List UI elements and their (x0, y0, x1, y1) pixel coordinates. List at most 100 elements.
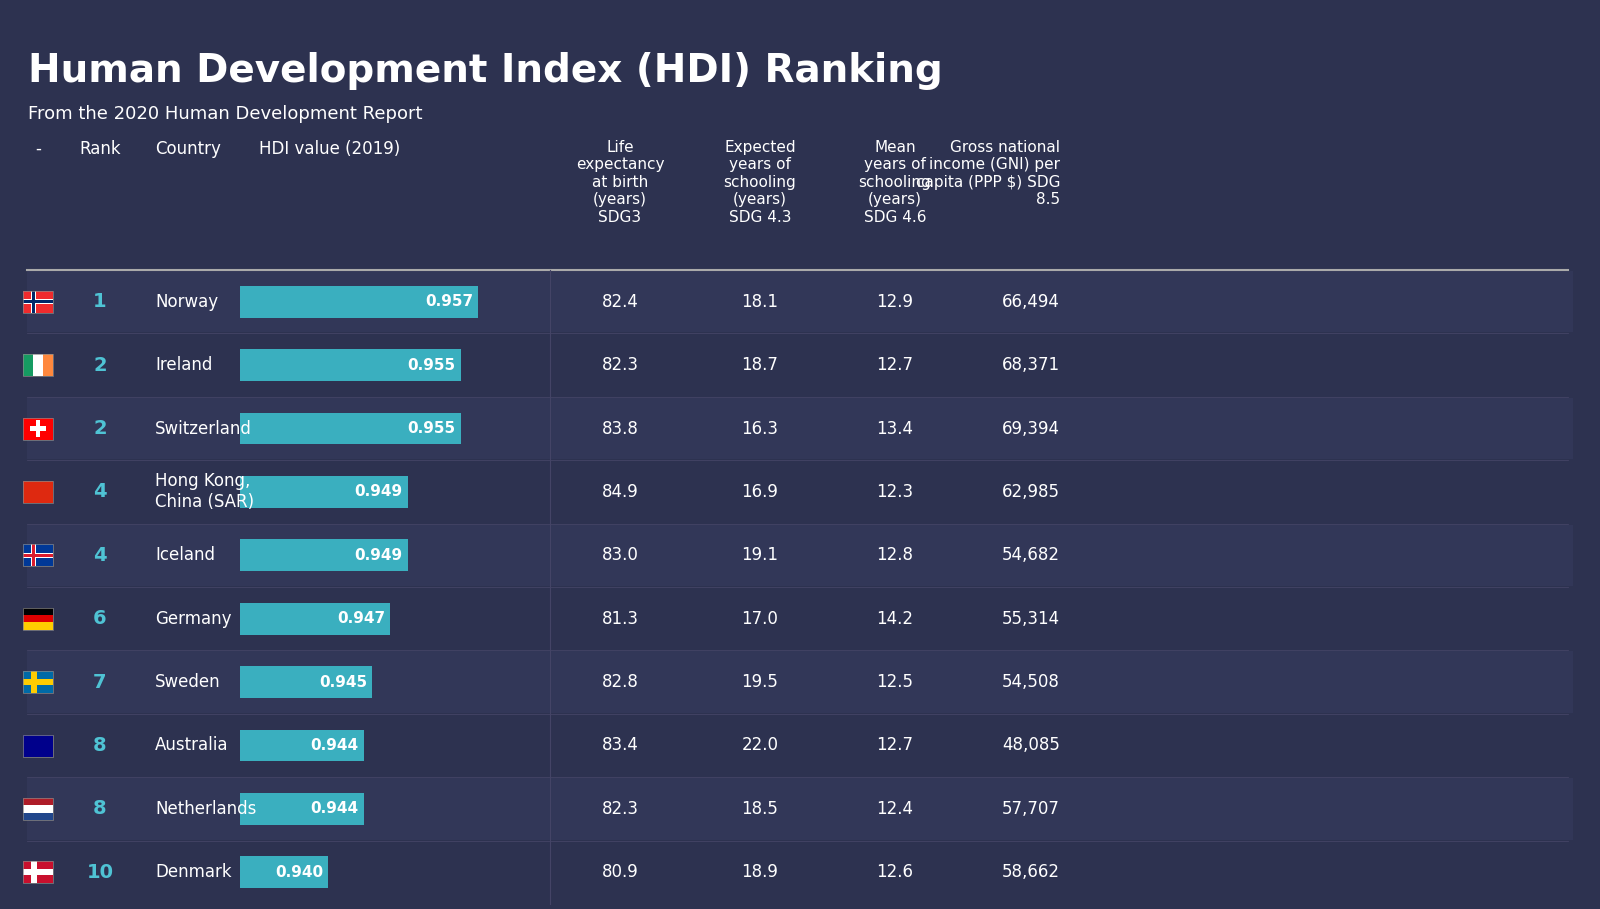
Text: 12.6: 12.6 (877, 864, 914, 882)
Text: 12.8: 12.8 (877, 546, 914, 564)
Text: 0.947: 0.947 (338, 611, 386, 626)
Bar (34, 355, 43, 376)
Bar (27, 714, 1573, 776)
Bar (27, 652, 1573, 713)
Bar (22, 291, 53, 313)
Text: 83.0: 83.0 (602, 546, 638, 564)
Bar (30, 291, 35, 313)
Text: 14.2: 14.2 (877, 610, 914, 628)
Text: HDI value (2019): HDI value (2019) (259, 140, 400, 158)
Text: Iceland: Iceland (155, 546, 214, 564)
Bar (27, 335, 1573, 395)
Text: 80.9: 80.9 (602, 864, 638, 882)
Bar (240, 349, 461, 381)
Text: 6: 6 (93, 609, 107, 628)
Text: Hong Kong,
China (SAR): Hong Kong, China (SAR) (155, 473, 254, 511)
Bar (22, 671, 53, 693)
Text: 19.5: 19.5 (741, 673, 779, 691)
Text: Switzerland: Switzerland (155, 419, 251, 437)
Bar (22, 623, 53, 630)
Bar (27, 398, 1573, 459)
Bar (22, 734, 53, 756)
Text: 82.4: 82.4 (602, 293, 638, 311)
Bar (22, 734, 38, 745)
Bar (22, 798, 53, 820)
Text: 12.5: 12.5 (877, 673, 914, 691)
Bar (27, 778, 1573, 840)
Text: 1: 1 (93, 292, 107, 311)
Bar (22, 300, 53, 303)
Text: 54,682: 54,682 (1002, 546, 1059, 564)
Text: 0.940: 0.940 (275, 864, 323, 880)
Bar (22, 544, 53, 566)
Text: 18.7: 18.7 (741, 356, 779, 375)
Bar (22, 608, 53, 630)
Text: 16.3: 16.3 (741, 419, 779, 437)
Bar (22, 355, 53, 376)
Bar (240, 730, 363, 762)
Text: 0.944: 0.944 (310, 802, 358, 816)
Bar (22, 553, 53, 558)
Bar (22, 615, 53, 623)
Text: 12.4: 12.4 (877, 800, 914, 818)
Text: Mean
years of
schooling
(years)
SDG 4.6: Mean years of schooling (years) SDG 4.6 (859, 140, 931, 225)
Bar (22, 355, 34, 376)
Text: 18.5: 18.5 (741, 800, 779, 818)
Text: From the 2020 Human Development Report: From the 2020 Human Development Report (29, 105, 422, 123)
Bar (27, 271, 1573, 333)
Text: Sweden: Sweden (155, 673, 221, 691)
Bar (22, 679, 53, 685)
Bar (32, 862, 37, 884)
Bar (22, 734, 53, 756)
Bar (35, 420, 40, 436)
Text: 12.9: 12.9 (877, 293, 914, 311)
Bar (22, 798, 53, 805)
Bar (27, 842, 1573, 903)
Bar (22, 417, 53, 439)
Bar (22, 805, 53, 813)
Text: 19.1: 19.1 (741, 546, 779, 564)
Text: -: - (35, 140, 42, 158)
Bar (32, 291, 35, 313)
Text: Life
expectancy
at birth
(years)
SDG3: Life expectancy at birth (years) SDG3 (576, 140, 664, 225)
Text: 17.0: 17.0 (741, 610, 779, 628)
Text: 84.9: 84.9 (602, 483, 638, 501)
Bar (22, 862, 53, 884)
Bar (22, 608, 53, 615)
Bar (27, 461, 1573, 523)
Bar (22, 554, 53, 556)
Text: 12.7: 12.7 (877, 356, 914, 375)
Bar (22, 481, 53, 503)
Text: 66,494: 66,494 (1002, 293, 1059, 311)
Text: 83.4: 83.4 (602, 736, 638, 754)
Text: 7: 7 (93, 673, 107, 692)
Text: Expected
years of
schooling
(years)
SDG 4.3: Expected years of schooling (years) SDG … (723, 140, 797, 225)
Text: 82.8: 82.8 (602, 673, 638, 691)
Bar (22, 862, 53, 884)
Text: Netherlands: Netherlands (155, 800, 256, 818)
Bar (240, 539, 408, 571)
Text: 18.9: 18.9 (741, 864, 779, 882)
Bar (22, 299, 53, 305)
Text: 4: 4 (93, 483, 107, 502)
Text: 22.0: 22.0 (741, 736, 779, 754)
Bar (240, 413, 461, 445)
Text: 0.944: 0.944 (310, 738, 358, 753)
Text: 8: 8 (93, 799, 107, 818)
Text: 8: 8 (93, 736, 107, 755)
Text: 69,394: 69,394 (1002, 419, 1059, 437)
Bar (30, 544, 35, 566)
Text: 18.1: 18.1 (741, 293, 779, 311)
Bar (22, 417, 53, 439)
Text: 0.949: 0.949 (355, 548, 403, 563)
Text: Germany: Germany (155, 610, 232, 628)
Text: 48,085: 48,085 (1002, 736, 1059, 754)
Text: 54,508: 54,508 (1002, 673, 1059, 691)
Bar (27, 588, 1573, 649)
Bar (22, 291, 53, 313)
Text: 0.955: 0.955 (408, 421, 456, 436)
Bar (240, 476, 408, 508)
Bar (240, 856, 328, 888)
Text: 10: 10 (86, 863, 114, 882)
Bar (32, 671, 37, 693)
